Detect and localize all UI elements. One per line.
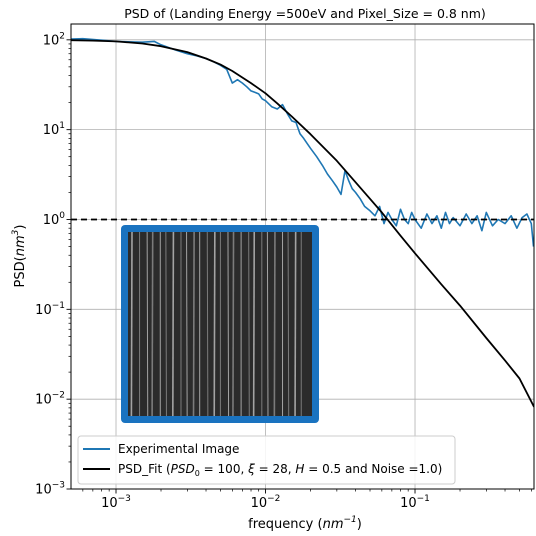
inset-line-edge [213,231,216,417]
y-axis-label-main: PSD( [13,256,28,287]
legend-fit-psd-sub: 0 [195,469,200,478]
x-tick-label-1: 10−2 [251,494,281,511]
data-layer [71,37,534,408]
inset-line-edge [130,231,133,417]
inset-line-edge [172,231,175,417]
plot-frame [70,23,535,490]
series-line-fit [71,39,534,408]
y-axis-label-unit: nm [13,235,28,256]
x-axis-label-close: ) [357,517,362,532]
inset-line-edge [266,231,269,417]
x-axis-label-main: frequency ( [248,517,322,532]
inset-line-edge [227,231,230,417]
inset-line-edge [186,231,188,417]
y-axis-label: PSD(nm3) [11,225,28,288]
y-tick-label-1: 10−2 [35,391,65,408]
inset-line-edge [248,231,250,417]
legend-fit-h-val: = 0.5 and Noise =1.0) [304,462,442,476]
legend-fit-xi-val: = 28, [255,462,296,476]
inset-line-edge [151,231,154,417]
inset-line-edge [232,231,235,417]
legend-fit-h: H [295,462,304,476]
x-axis-label-unit-exp: −1 [343,515,356,525]
y-axis-label-unit-exp: 3 [11,229,21,235]
inset-line-edge [206,231,209,417]
inset-line-edge [192,231,195,417]
inset-line-edge [273,231,276,417]
y-tick-label-5: 102 [43,31,65,48]
legend-label-fit: PSD_Fit (PSD0 = 100, ξ = 28, H = 0.5 and… [118,462,442,478]
title-text: PSD of (Landing Energy =500eV and Pixel_… [124,6,486,21]
legend-label-experimental: Experimental Image [118,442,239,456]
y-tick-label-2: 10−1 [35,301,65,318]
legend-fit-prefix: PSD_Fit ( [118,462,171,476]
inset-line-edge [294,231,297,417]
svg-text:PSD(nm3): PSD(nm3) [11,225,28,288]
inset-line-edge [165,231,167,417]
legend-fit-xi: ξ [247,462,255,476]
chart-title: PSD of (Landing Energy =500eV and Pixel_… [124,6,486,21]
inset-image [121,225,319,423]
legend: Experimental Image PSD_Fit (PSD0 = 100, … [77,435,456,485]
inset-line-edge [252,231,256,417]
y-tick-label-0: 10−3 [35,481,65,498]
x-axis-label-unit: nm [323,517,344,532]
x-tick-label-2: 10−1 [400,494,430,511]
inset-line-edge [287,231,290,417]
inset-line-edge [146,231,149,417]
legend-fit-psd: PSD [171,462,195,476]
y-tick-label-4: 101 [43,121,65,138]
svg-text:frequency (nm−1): frequency (nm−1) [248,515,362,532]
y-axis-label-close: ) [13,225,28,230]
legend-box [77,435,456,485]
x-axis-label: frequency (nm−1) [248,515,362,532]
x-tick-label-0: 10−3 [101,494,131,511]
legend-fit-psd-val: = 100, [200,462,248,476]
series-line-experimental [71,37,534,247]
y-tick-label-3: 100 [43,211,66,228]
